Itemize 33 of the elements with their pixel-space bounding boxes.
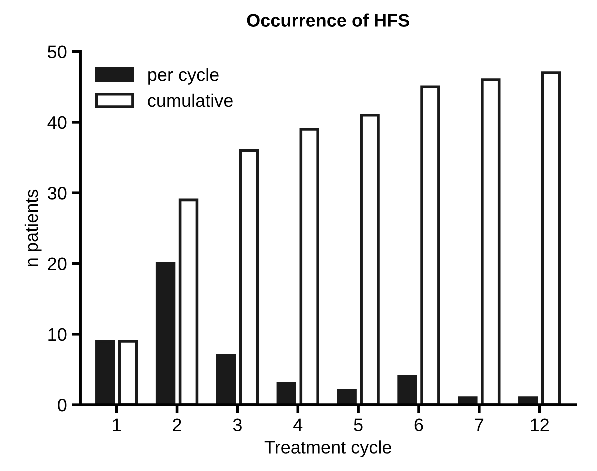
y-tick-label: 10 <box>48 328 67 342</box>
y-axis-title: n patients <box>24 190 42 266</box>
y-tick-label: 20 <box>48 258 67 270</box>
chart-title: Occurrence of HFS <box>247 14 410 27</box>
bar <box>239 149 260 406</box>
bar <box>216 354 236 406</box>
x-tick-label: 3 <box>233 418 242 432</box>
bar <box>360 114 380 406</box>
y-tick-label: 40 <box>48 116 67 130</box>
x-tick-label: 5 <box>354 418 363 432</box>
bar <box>337 390 357 406</box>
bar <box>156 262 176 406</box>
bar <box>398 375 418 406</box>
bar <box>178 198 199 406</box>
bar <box>276 382 297 406</box>
bar <box>96 340 116 406</box>
x-tick-label: 6 <box>414 418 424 432</box>
bar <box>420 86 440 406</box>
x-tick-label: 1 <box>113 418 121 432</box>
legend-label: cumulative <box>148 94 233 108</box>
y-tick-label: 0 <box>58 398 67 412</box>
legend-label: per cycle <box>148 68 219 85</box>
x-tick-label: 2 <box>173 418 182 432</box>
y-tick-label: 30 <box>48 187 67 200</box>
x-tick-label: 7 <box>475 418 484 432</box>
x-axis-title: Treatment cycle <box>264 440 392 458</box>
bar <box>118 340 138 406</box>
bar <box>300 128 320 406</box>
x-tick-label: 12 <box>531 418 549 432</box>
y-tick-label: 50 <box>48 46 67 59</box>
bar <box>541 72 562 406</box>
x-tick-label: 4 <box>294 418 303 432</box>
bar <box>481 78 501 406</box>
